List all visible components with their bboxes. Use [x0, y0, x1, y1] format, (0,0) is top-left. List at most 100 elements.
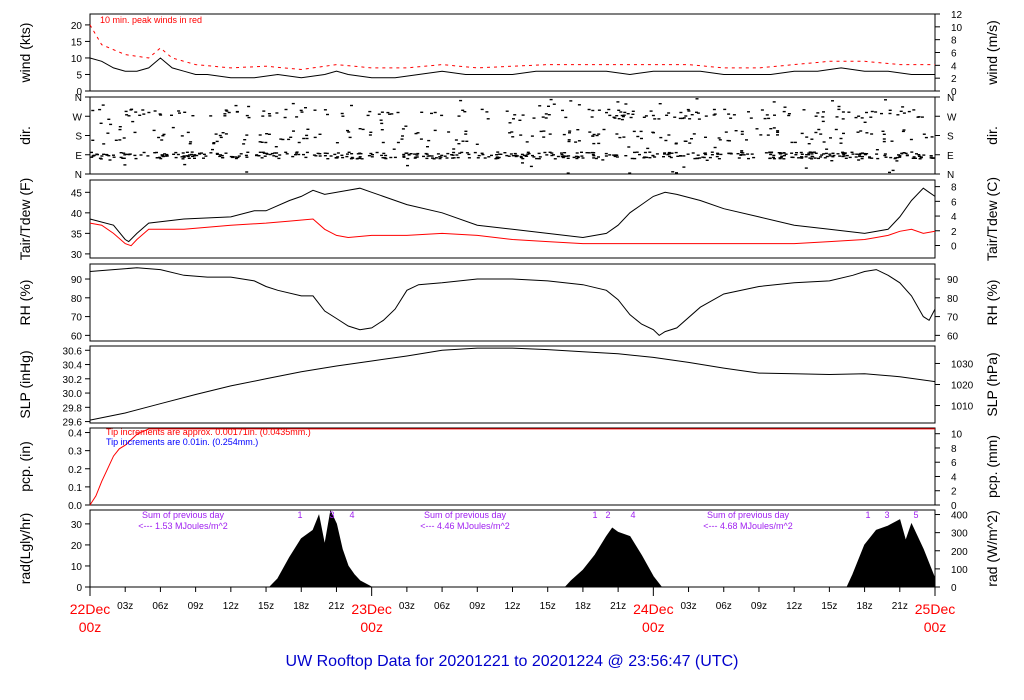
dir-point [780, 155, 784, 157]
dir-point [295, 116, 299, 118]
dir-point [888, 109, 892, 111]
dir-point [624, 103, 628, 105]
dir-point [705, 159, 709, 161]
dir-point [323, 155, 327, 157]
dir-point [564, 116, 568, 119]
dir-point [897, 154, 900, 156]
dir-point [814, 115, 818, 117]
dir-point [305, 151, 309, 154]
dir-point [235, 111, 239, 113]
dir-point [220, 154, 224, 157]
dir-point [153, 110, 157, 112]
dir-point [800, 153, 804, 155]
dir-point [277, 157, 281, 160]
rad-left-tick-label: 20 [71, 541, 83, 552]
dir-point [836, 153, 840, 155]
pcp-right-tick-label: 0 [951, 501, 957, 512]
wind-panel-frame [89, 13, 936, 92]
dir-point [180, 135, 184, 137]
dir-point [841, 111, 845, 113]
dir-point [715, 155, 719, 158]
dir-point [912, 109, 916, 111]
rad-marker: 2 [605, 510, 610, 520]
dir-point [899, 110, 903, 112]
dir-point [723, 108, 727, 111]
dir-point [465, 140, 469, 142]
dir-point [868, 157, 872, 159]
dir-point [299, 109, 303, 112]
dir-point [839, 142, 843, 144]
dir-point [682, 166, 686, 168]
dir-point [920, 116, 924, 118]
dir-point [678, 117, 682, 120]
pcp-note-blue: Tip increments are 0.01in. (0.254mm.) [106, 437, 258, 447]
dir-point [141, 109, 145, 111]
dir-point [345, 155, 349, 158]
temp-right-tick-label: 6 [951, 197, 957, 208]
dir-point [460, 151, 464, 154]
dir-point [211, 148, 214, 151]
dir-point [433, 129, 437, 132]
x-day-sublabel: 00z [642, 619, 665, 635]
dir-point [237, 155, 241, 157]
dir-point [749, 117, 753, 119]
dir-point [622, 114, 626, 116]
dir-point [724, 131, 728, 133]
dir-point [759, 134, 763, 136]
dir-point [645, 156, 649, 159]
wind-left-axis-label: wind (kts) [17, 23, 33, 84]
dir-point [763, 117, 767, 120]
dir-point [524, 154, 528, 157]
dir-point [576, 129, 580, 131]
dir-point [682, 117, 686, 119]
dir-point [370, 156, 374, 158]
dir-point [285, 153, 289, 155]
dir-right-tick-label: N [947, 170, 954, 181]
dir-point [347, 151, 351, 153]
dir-point [821, 116, 825, 118]
dir-point [561, 156, 565, 159]
dir-point [101, 104, 105, 106]
dir-point [577, 140, 581, 142]
dir-point [633, 151, 636, 154]
dir-point [854, 156, 858, 158]
dir-point [832, 154, 836, 157]
dir-point [572, 156, 576, 159]
x-hour-label: 06z [434, 601, 450, 612]
dir-point [712, 114, 716, 116]
dir-point [859, 130, 863, 132]
rad-marker: 1 [297, 510, 302, 520]
dir-point [881, 130, 885, 132]
dir-point [532, 156, 536, 158]
dir-point [170, 114, 173, 116]
temp-right-tick-label: 0 [951, 241, 957, 252]
dir-point [297, 153, 301, 156]
dir-point [590, 116, 594, 118]
dir-point [264, 141, 268, 144]
dir-point [525, 141, 529, 143]
dir-point [825, 148, 829, 150]
dir-point [574, 155, 578, 158]
rad-day-sum-value: <--- 4.46 MJoules/m^2 [420, 521, 510, 531]
dir-point [918, 155, 922, 157]
rad-marker: 3 [884, 510, 889, 520]
wind-right-axis-label: wind (m/s) [984, 20, 1000, 86]
dir-point [405, 152, 409, 154]
x-hour-label: 18z [575, 601, 591, 612]
dir-point [865, 132, 869, 134]
dir-point [666, 153, 670, 156]
dir-point [142, 151, 146, 154]
dir-point [361, 128, 365, 131]
dir-point [153, 152, 157, 154]
dir-point [889, 156, 893, 159]
dir-point [438, 157, 442, 160]
dir-point [262, 110, 266, 112]
dir-point [553, 158, 557, 160]
dir-point [350, 104, 353, 107]
dir-point [325, 152, 329, 155]
rh-left-tick-label: 60 [71, 331, 83, 342]
dir-point [129, 109, 133, 111]
dir-point [386, 111, 390, 114]
dir-point [667, 151, 671, 154]
dir-point [776, 130, 780, 132]
